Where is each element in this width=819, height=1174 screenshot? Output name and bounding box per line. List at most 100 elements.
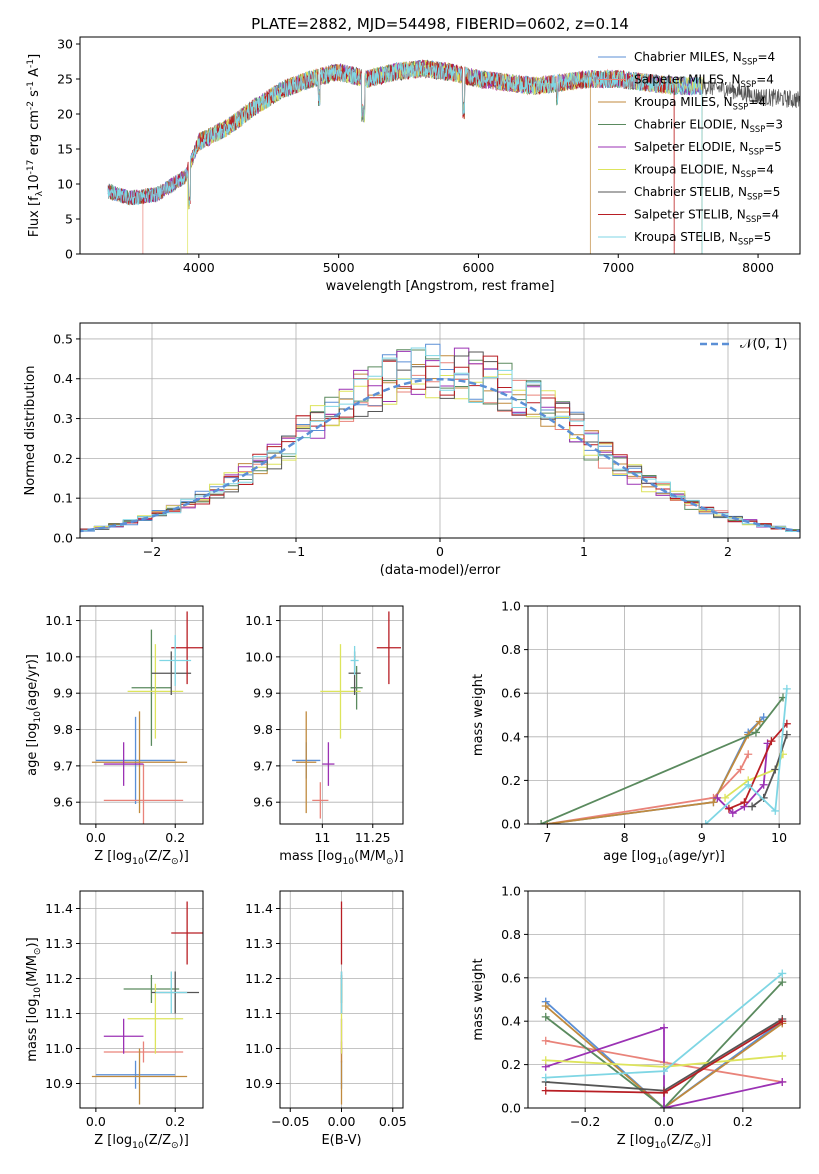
y-tick-label: 5 — [65, 212, 73, 227]
y-tick-label: 9.6 — [253, 795, 273, 810]
x-tick-label: −0.05 — [271, 1114, 309, 1129]
x-axis-label: E(B-V) — [321, 1133, 361, 1148]
weight-marker — [701, 820, 710, 824]
y-tick-label: 0.2 — [501, 773, 521, 788]
x-tick-label: 1 — [580, 544, 588, 559]
weight-marker — [771, 806, 780, 815]
weight-marker — [778, 969, 787, 978]
weight-marker — [778, 978, 787, 987]
weight-marker — [541, 1036, 550, 1045]
x-tick-label: −1 — [287, 544, 305, 559]
legend-label: Chabrier STELIB, NSSP=5 — [634, 185, 780, 202]
weight-vs-Z-axes: −0.2 0.0 0.2 0.0 0.2 0.4 0.6 0.8 1.0 Z [log10(Z/Z… — [471, 884, 801, 1151]
weight-marker — [724, 804, 733, 813]
y-tick-label: 0.0 — [501, 1101, 521, 1116]
weight-vs-age-axes: 7 8 9 10 0.0 0.2 0.4 0.6 0.8 1.0 age [log10(age/yr… — [471, 599, 801, 867]
weight-marker — [767, 737, 776, 746]
weight-marker — [541, 1073, 550, 1082]
weight-marker — [541, 1002, 550, 1011]
x-tick-label: 7000 — [602, 260, 634, 275]
spectrum-axes: 4000 5000 6000 7000 8000 0 5 10 15 20 25 30 waveleng… — [26, 36, 801, 294]
y-tick-label: 9.8 — [53, 722, 73, 737]
x-tick-label: 8 — [621, 830, 629, 845]
weight-marker — [778, 1077, 787, 1086]
y-tick-label: 0.4 — [53, 371, 73, 386]
y-axis-label: mass weight — [471, 958, 486, 1040]
axes-frame — [527, 605, 801, 825]
y-tick-label: 10.1 — [45, 613, 73, 628]
y-tick-label: 10.9 — [45, 1076, 73, 1091]
y-tick-label: 9.6 — [53, 795, 73, 810]
weight-marker — [660, 1104, 668, 1108]
x-tick-label: 5000 — [323, 260, 355, 275]
axes-frame — [279, 890, 404, 1109]
x-tick-label: 4000 — [183, 260, 215, 275]
x-tick-label: 9 — [698, 830, 706, 845]
x-tick-label: 11 — [314, 830, 330, 845]
weight-line — [547, 753, 750, 824]
weight-marker — [537, 820, 546, 824]
spectrum-lines — [107, 59, 800, 254]
x-tick-label: 0.0 — [654, 1114, 674, 1129]
weight-marker — [713, 793, 722, 802]
weight-marker — [771, 765, 780, 774]
age-vs-Z-points — [91, 611, 203, 824]
x-tick-label: −0.2 — [570, 1114, 600, 1129]
mass-vs-Z-axes: 0.0 0.2 10.9 11.0 11.1 11.2 11.3 11.4 Z [log10(Z… — [25, 890, 204, 1151]
weight-marker — [721, 793, 730, 802]
weight-vs-Z-series — [541, 969, 787, 1108]
weight-line — [545, 1001, 783, 1108]
y-tick-label: 11.3 — [45, 936, 73, 951]
spectrum-line — [107, 59, 703, 254]
weight-marker — [728, 809, 737, 818]
spectrum-line — [187, 59, 703, 254]
y-tick-label: 11.0 — [45, 1041, 73, 1056]
y-axis-label: age [log10(age/yr)] — [25, 654, 43, 776]
y-tick-label: 0.1 — [53, 491, 73, 506]
weight-marker — [541, 1086, 550, 1095]
weight-line — [728, 723, 788, 810]
x-tick-label: −2 — [143, 544, 161, 559]
legend-label: Kroupa MILES, NSSP=4 — [634, 95, 766, 112]
axes-frame — [527, 890, 801, 1109]
y-tick-label: 11.0 — [245, 1041, 273, 1056]
x-tick-label: 10 — [771, 830, 787, 845]
weight-line — [545, 1005, 783, 1108]
weight-line — [547, 720, 761, 824]
x-tick-label: 8000 — [742, 260, 774, 275]
y-tick-label: 0.8 — [501, 927, 521, 942]
legend-label: Kroupa STELIB, NSSP=5 — [634, 230, 771, 247]
y-tick-label: 11.2 — [245, 971, 273, 986]
weight-marker — [736, 765, 745, 774]
y-tick-label: 0.2 — [53, 451, 73, 466]
y-tick-label: 20 — [57, 107, 73, 122]
y-tick-label: 11.4 — [245, 901, 273, 916]
y-tick-label: 0 — [65, 247, 73, 262]
y-axis-label: mass weight — [471, 674, 486, 756]
y-tick-label: 0.0 — [501, 817, 521, 832]
spectrum-line — [107, 60, 703, 254]
legend-label: Chabrier ELODIE, NSSP=3 — [634, 118, 783, 135]
weight-marker — [782, 684, 791, 693]
spectrum-line — [107, 60, 703, 254]
y-tick-label: 9.9 — [53, 686, 73, 701]
weight-marker — [541, 1012, 550, 1021]
normal-reference-curve — [80, 377, 800, 533]
weight-marker — [744, 750, 753, 759]
y-tick-label: 15 — [57, 142, 73, 157]
age-vs-Z-axes: 0.0 0.2 9.6 9.7 9.8 9.9 10.0 10.1 Z [log10(Z/Z⊙)… — [25, 605, 204, 867]
y-tick-label: 10.1 — [245, 613, 273, 628]
y-tick-label: 0.5 — [53, 331, 73, 346]
x-tick-label: 0.0 — [86, 1114, 106, 1129]
figure-title: PLATE=2882, MJD=54498, FIBERID=0602, z=0… — [251, 15, 629, 33]
y-tick-label: 11.1 — [245, 1006, 273, 1021]
y-tick-label: 9.7 — [253, 758, 273, 773]
y-tick-label: 0.2 — [501, 1057, 521, 1072]
weight-marker — [759, 713, 768, 722]
weight-marker — [660, 1023, 668, 1032]
weight-marker — [660, 1088, 668, 1097]
y-tick-label: 11.2 — [45, 971, 73, 986]
weight-marker — [778, 1017, 787, 1026]
y-tick-label: 0.4 — [501, 1014, 521, 1029]
x-axis-label: wavelength [Angstrom, rest frame] — [326, 279, 555, 294]
